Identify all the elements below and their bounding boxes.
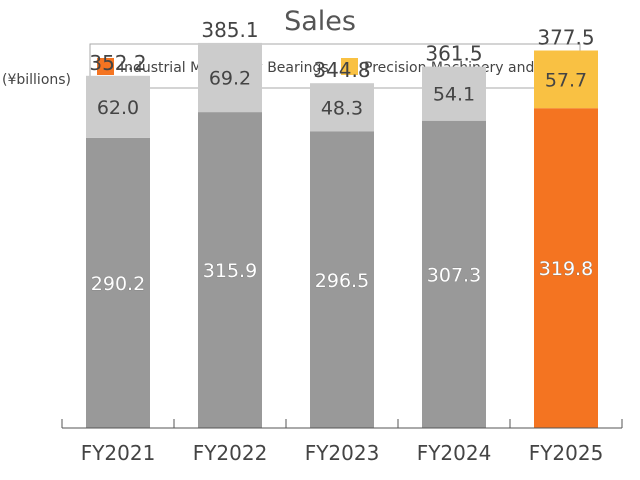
bar-precision-fy2021 [86,75,150,138]
value-labels: 290.2 62.0 352.2 315.9 69.2 385.1 296.5 48.3 344… [89,18,594,295]
tick-label-fy2023: FY2023 [305,441,380,465]
x-axis: FY2021 FY2022 FY2023 FY2024 FY2025 [61,419,623,465]
tick-label-fy2024: FY2024 [417,441,492,465]
label-precision-fy2024: 54.1 [433,84,475,106]
label-precision-fy2025: 57.7 [545,69,587,91]
label-total-fy2025: 377.5 [537,26,594,50]
tick-label-fy2021: FY2021 [81,441,156,465]
label-precision-fy2022: 69.2 [209,68,251,90]
label-precision-fy2023: 48.3 [321,97,363,119]
bar-industrial-fy2022 [198,112,262,428]
bar-precision-fy2022 [198,42,262,113]
legend: Industrial Machinery Bearings Precision … [89,43,581,89]
bars [86,42,598,429]
label-industrial-fy2021: 290.2 [91,273,145,295]
legend-swatch-precision [341,58,358,75]
chart-title: Sales [284,6,356,37]
legend-box [89,43,581,89]
label-total-fy2021: 352.2 [89,51,146,75]
bar-industrial-fy2025 [534,108,598,428]
legend-swatch-industrial [97,58,114,75]
tick-label-fy2025: FY2025 [529,441,604,465]
label-industrial-fy2022: 315.9 [203,260,257,282]
label-total-fy2023: 344.8 [313,58,370,82]
bar-industrial-fy2021 [86,137,150,429]
label-industrial-fy2023: 296.5 [315,270,369,292]
bar-precision-fy2024 [422,66,486,121]
label-industrial-fy2025: 319.8 [539,258,593,280]
label-total-fy2024: 361.5 [425,42,482,66]
bar-precision-fy2025 [534,50,598,109]
bar-industrial-fy2023 [310,131,374,428]
label-total-fy2022: 385.1 [201,18,258,42]
label-precision-fy2021: 62.0 [97,97,139,119]
label-industrial-fy2024: 307.3 [427,264,481,286]
unit-label: (¥billions) [2,72,71,88]
tick-label-fy2022: FY2022 [193,441,268,465]
bar-precision-fy2023 [310,83,374,132]
bar-industrial-fy2024 [422,120,486,428]
x-axis-ticks: FY2021 FY2022 FY2023 FY2024 FY2025 [61,419,623,465]
